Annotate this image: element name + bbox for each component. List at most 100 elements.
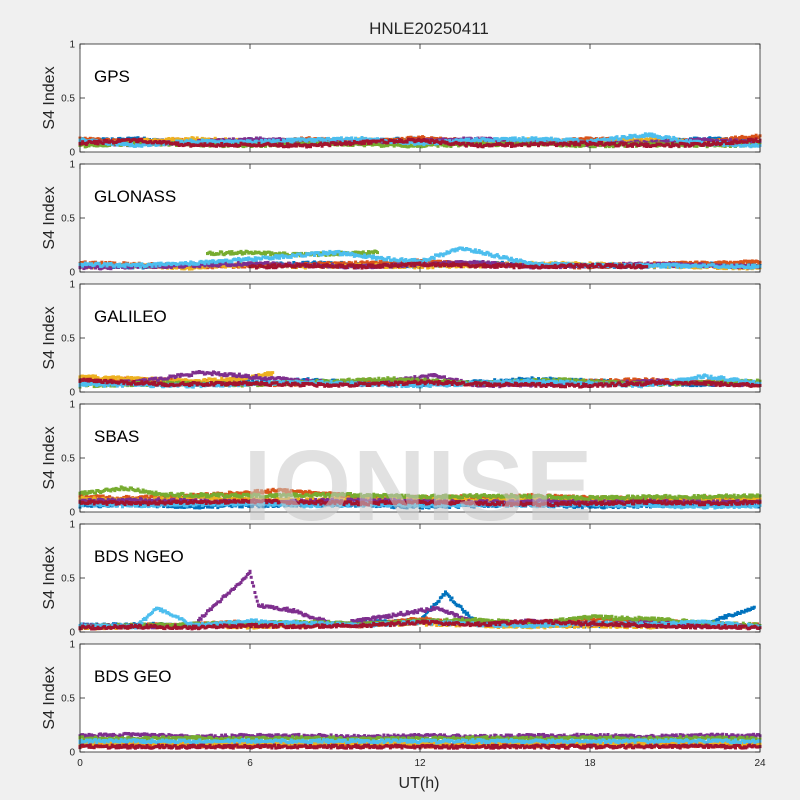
data-point [405,140,409,144]
panel-gps: 0 0.5 1 S4 Index GPS [41,40,762,159]
data-point [339,136,343,140]
data-point [168,137,172,141]
data-point [195,136,199,140]
data-point [386,144,390,148]
data-point [176,141,180,145]
data-point [227,137,231,141]
data-point [84,145,88,148]
data-point [242,145,246,149]
data-point [248,142,252,146]
data-point [622,137,625,141]
data-point [409,142,413,146]
data-point [598,144,602,148]
data-point [191,144,195,147]
y-tick-label: 1 [69,40,75,51]
data-point [171,136,175,140]
axes-background [80,164,760,272]
data-point [701,138,705,142]
data-point [415,144,419,148]
panel-label: GPS [94,67,130,86]
data-point [512,139,516,143]
data-point [728,138,732,142]
data-point [191,139,195,143]
data-point [328,144,332,148]
data-point [464,144,468,148]
data-point [264,144,267,148]
data-point [696,137,700,141]
data-point [754,133,758,137]
data-point [482,142,486,146]
data-point [475,138,479,142]
data-point [140,137,144,141]
data-point [749,140,753,144]
data-point [567,143,571,147]
data-point [280,142,284,146]
data-point [422,136,426,139]
data-point [645,144,649,147]
data-point [615,135,619,139]
data-point [285,142,289,146]
data-point [727,140,731,144]
data-point [593,145,597,149]
data-point [677,144,681,148]
data-point [682,142,686,146]
data-point [213,136,217,140]
data-point [92,144,96,148]
data-point [645,133,649,137]
data-point [578,143,582,147]
data-point [445,144,449,148]
data-point [744,259,748,263]
data-point [611,145,615,149]
data-point [462,136,466,140]
data-point [227,139,231,143]
data-point [305,144,309,147]
data-point [101,142,105,145]
data-point [573,143,576,147]
data-point [660,138,664,142]
y-tick-label: 0 [69,148,75,159]
data-point [350,136,354,140]
data-point [408,144,412,148]
data-point [591,145,595,149]
data-point [631,144,634,148]
data-point [645,140,649,144]
data-point [135,138,139,142]
y-axis-label: S4 Index [41,66,58,129]
data-point [257,141,261,145]
data-point [521,136,525,140]
data-point [413,142,417,146]
data-point [448,139,452,143]
data-point [248,137,252,141]
data-point [669,145,673,149]
data-point [436,144,440,148]
data-point [291,137,294,141]
data-point [645,137,649,141]
data-point [288,137,292,141]
y-tick-label: 0.5 [61,94,75,105]
data-point [289,140,293,144]
data-point [534,136,538,140]
data-point [707,141,710,145]
data-point [365,139,369,143]
data-point [588,141,592,145]
data-point [734,135,737,139]
data-point [596,143,600,147]
data-point [381,142,385,146]
data-point [574,145,578,149]
data-point [428,141,432,145]
data-point [745,140,749,144]
data-point [654,137,658,141]
data-point [642,135,646,139]
data-point [418,138,422,142]
data-point [406,135,410,139]
data-point [585,136,589,140]
data-point [319,141,323,145]
data-point [258,136,262,140]
data-point [600,140,604,144]
data-point [191,137,195,141]
data-point [650,136,654,140]
data-point [194,138,198,142]
